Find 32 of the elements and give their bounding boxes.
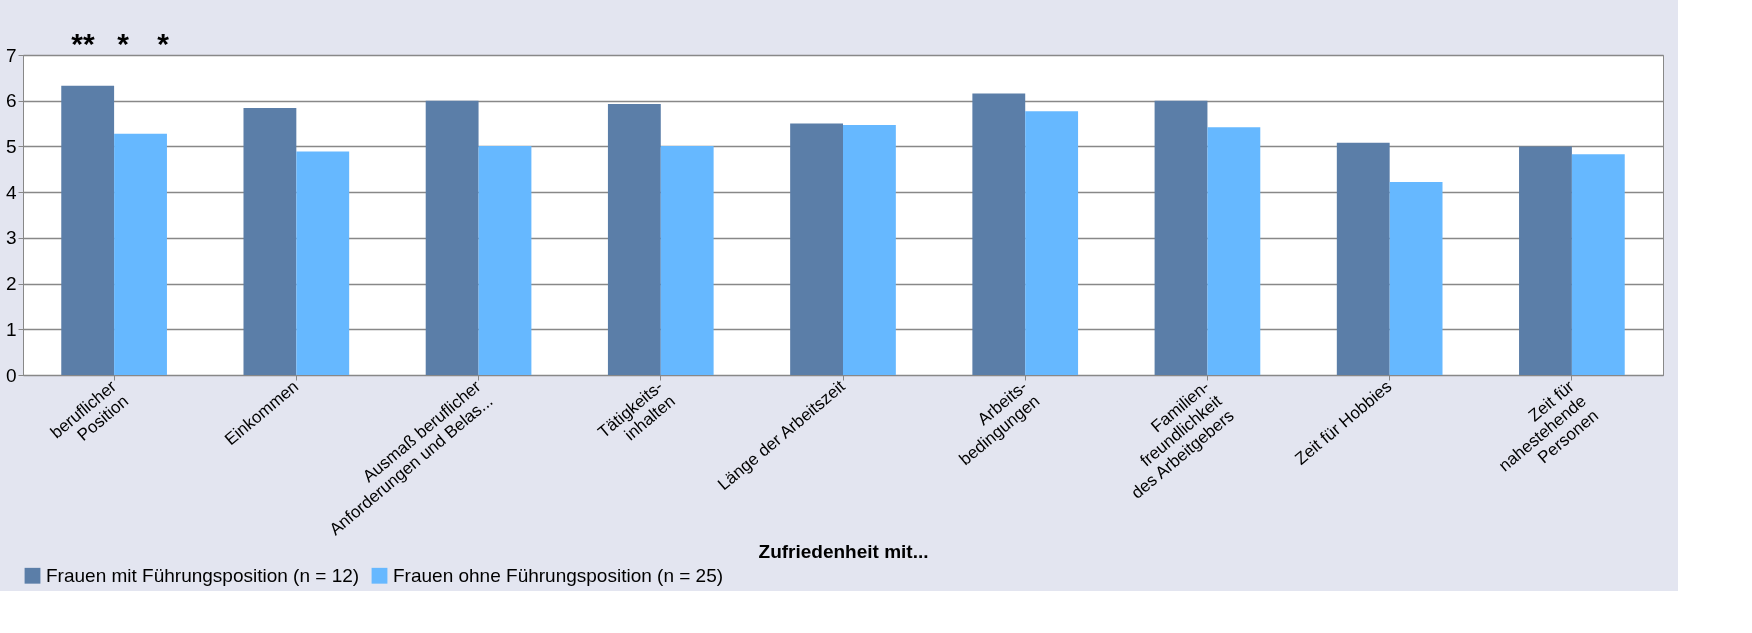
annotation: * [117, 27, 130, 60]
bar [607, 103, 661, 375]
bar [1207, 127, 1261, 375]
bar [61, 85, 115, 375]
y-tick-label: 3 [5, 227, 17, 249]
bar [790, 123, 843, 375]
y-tick-label: 1 [5, 318, 17, 340]
x-axis-title: Zufriedenheit mit... [758, 541, 929, 563]
bar [114, 133, 167, 375]
bar [1154, 100, 1208, 375]
bar [425, 100, 479, 375]
bar [1336, 142, 1390, 375]
bar [972, 93, 1026, 375]
y-tick-label: 7 [5, 44, 17, 66]
y-tick-label: 2 [5, 273, 17, 295]
bar [843, 124, 896, 375]
y-tick-label: 0 [5, 364, 17, 386]
bar [1571, 154, 1625, 375]
y-tick-label: 4 [5, 181, 17, 203]
annotation: ** [71, 27, 95, 60]
legend-label: Frauen mit Führungsposition (n = 12) [46, 564, 360, 586]
bar [1519, 146, 1572, 375]
bar [1389, 182, 1443, 375]
bar [296, 151, 350, 375]
y-tick-label: 6 [5, 90, 17, 112]
legend-label: Frauen ohne Führungsposition (n = 25) [393, 564, 724, 586]
annotation: * [157, 27, 170, 60]
bar [478, 145, 532, 375]
bar [1025, 111, 1079, 375]
y-tick-label: 5 [5, 135, 17, 157]
bar [660, 145, 714, 375]
bar [243, 108, 297, 375]
